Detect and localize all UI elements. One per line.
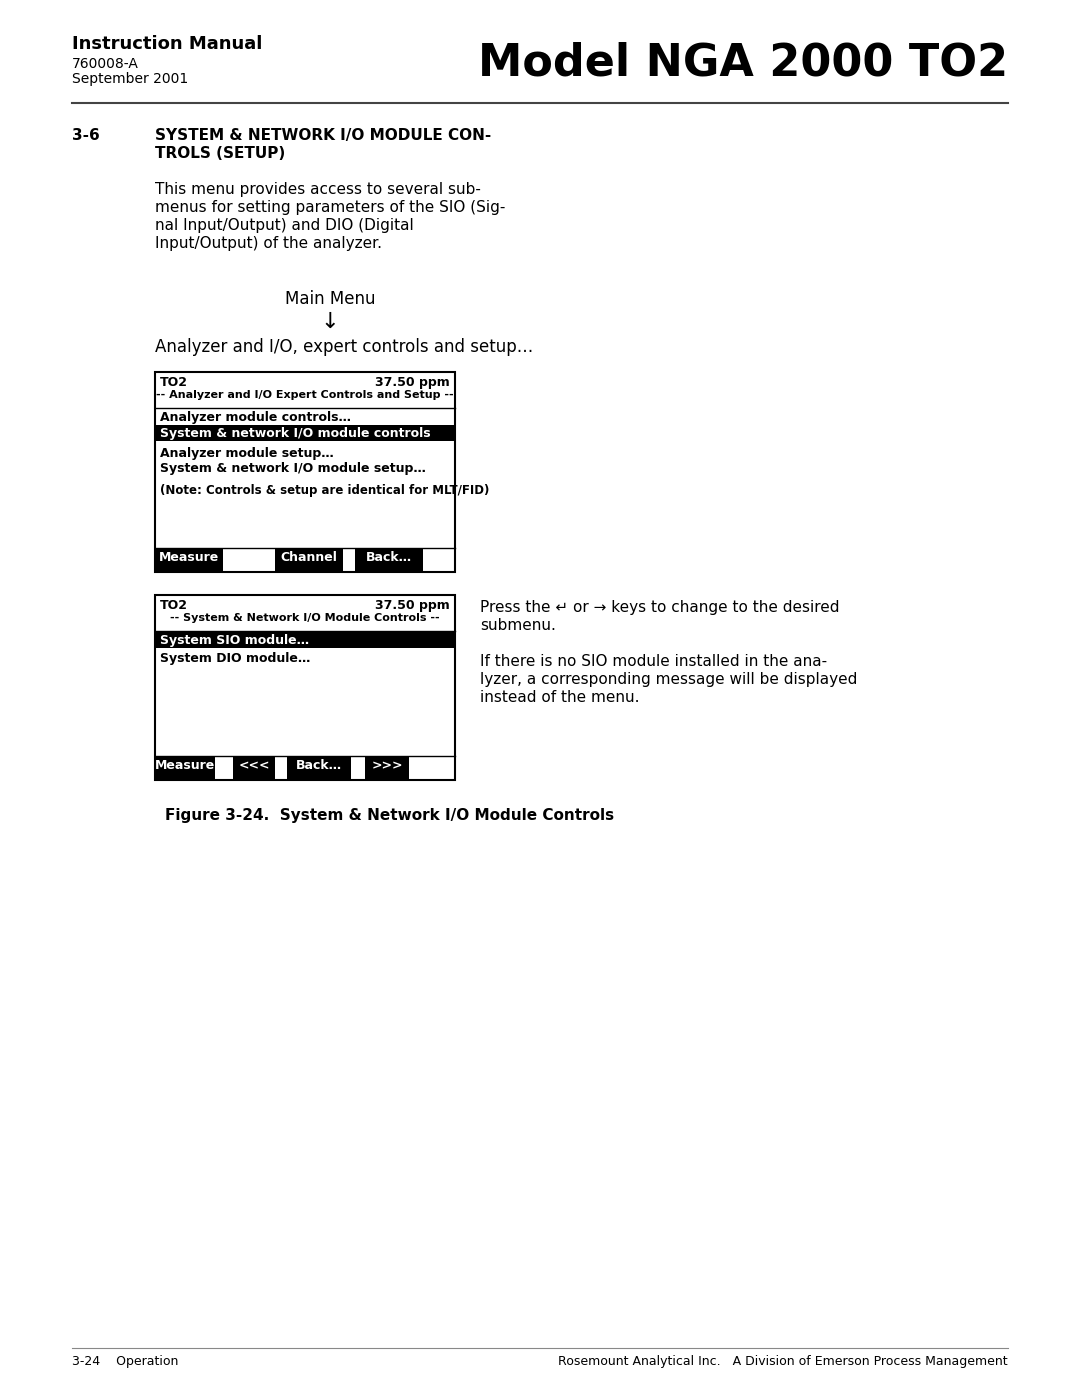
Text: System & network I/O module controls: System & network I/O module controls — [160, 427, 431, 440]
Text: System DIO module…: System DIO module… — [160, 652, 310, 665]
Text: System SIO module…: System SIO module… — [160, 634, 309, 647]
Bar — [156, 425, 455, 441]
Text: Analyzer and I/O, expert controls and setup…: Analyzer and I/O, expert controls and se… — [156, 338, 534, 356]
Text: ↓: ↓ — [321, 312, 339, 332]
Text: Channel: Channel — [281, 550, 337, 564]
Bar — [156, 631, 455, 648]
Text: instead of the menu.: instead of the menu. — [480, 690, 639, 705]
Text: <<<: <<< — [239, 759, 270, 773]
Text: 37.50 ppm: 37.50 ppm — [375, 376, 450, 388]
Text: 760008-A: 760008-A — [72, 57, 139, 71]
Text: This menu provides access to several sub-: This menu provides access to several sub… — [156, 182, 481, 197]
Text: Measure: Measure — [159, 550, 219, 564]
Bar — [365, 756, 409, 780]
Text: TO2: TO2 — [160, 599, 188, 612]
Text: -- Analyzer and I/O Expert Controls and Setup --: -- Analyzer and I/O Expert Controls and … — [157, 390, 454, 400]
Text: Rosemount Analytical Inc.   A Division of Emerson Process Management: Rosemount Analytical Inc. A Division of … — [558, 1355, 1008, 1368]
Text: submenu.: submenu. — [480, 617, 556, 633]
Bar — [156, 595, 455, 780]
Text: menus for setting parameters of the SIO (Sig-: menus for setting parameters of the SIO … — [156, 200, 505, 215]
Bar — [275, 548, 343, 571]
Text: TO2: TO2 — [160, 376, 188, 388]
Text: -- System & Network I/O Module Controls --: -- System & Network I/O Module Controls … — [171, 613, 440, 623]
Text: (Note: Controls & setup are identical for MLT/FID): (Note: Controls & setup are identical fo… — [160, 483, 489, 497]
Text: Back…: Back… — [366, 550, 413, 564]
Bar — [156, 372, 455, 571]
Text: Measure: Measure — [154, 759, 215, 773]
Bar — [156, 548, 222, 571]
Text: SYSTEM & NETWORK I/O MODULE CON-: SYSTEM & NETWORK I/O MODULE CON- — [156, 129, 491, 142]
Text: >>>: >>> — [372, 759, 403, 773]
Text: Input/Output) of the analyzer.: Input/Output) of the analyzer. — [156, 236, 382, 251]
Text: nal Input/Output) and DIO (Digital: nal Input/Output) and DIO (Digital — [156, 218, 414, 233]
Text: Analyzer module setup…: Analyzer module setup… — [160, 447, 334, 460]
Bar — [233, 756, 275, 780]
Text: 37.50 ppm: 37.50 ppm — [375, 599, 450, 612]
Text: TROLS (SETUP): TROLS (SETUP) — [156, 147, 285, 161]
Bar — [355, 548, 423, 571]
Text: Analyzer module controls…: Analyzer module controls… — [160, 411, 351, 425]
Text: 3-6: 3-6 — [72, 129, 99, 142]
Text: Figure 3-24.  System & Network I/O Module Controls: Figure 3-24. System & Network I/O Module… — [165, 807, 615, 823]
Text: System & network I/O module setup…: System & network I/O module setup… — [160, 462, 426, 475]
Bar — [287, 756, 351, 780]
Text: Main Menu: Main Menu — [285, 291, 375, 307]
Text: 3-24    Operation: 3-24 Operation — [72, 1355, 178, 1368]
Text: Press the ↵ or → keys to change to the desired: Press the ↵ or → keys to change to the d… — [480, 599, 839, 615]
Text: If there is no SIO module installed in the ana-: If there is no SIO module installed in t… — [480, 654, 827, 669]
Bar — [156, 756, 215, 780]
Text: Back…: Back… — [296, 759, 342, 773]
Text: Model NGA 2000 TO2: Model NGA 2000 TO2 — [477, 42, 1008, 85]
Text: September 2001: September 2001 — [72, 73, 188, 87]
Text: lyzer, a corresponding message will be displayed: lyzer, a corresponding message will be d… — [480, 672, 858, 687]
Text: Instruction Manual: Instruction Manual — [72, 35, 262, 53]
